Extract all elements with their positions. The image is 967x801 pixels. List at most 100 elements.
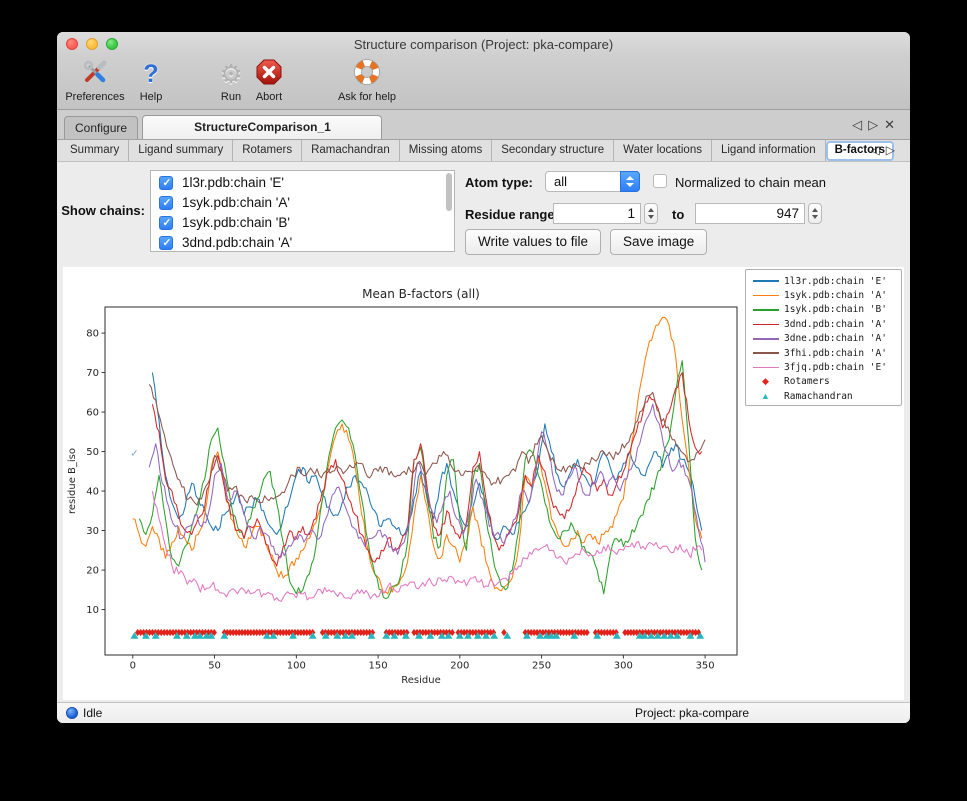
save-image-button[interactable]: Save image (610, 229, 708, 255)
legend-label: 3dne.pdb:chain 'A' (784, 333, 887, 345)
minimize-window-button[interactable] (86, 38, 98, 50)
zoom-window-button[interactable] (106, 38, 118, 50)
tab-ligand-information[interactable]: Ligand information (712, 140, 826, 161)
plot-canvas: Mean B-factors (all) Residue residue B_iso… (63, 267, 904, 700)
chain-checkbox[interactable] (159, 236, 173, 250)
legend-item: 1l3r.pdb:chain 'E' (752, 274, 901, 288)
residue-range-label: Residue range: (465, 207, 559, 222)
crossed-tools-icon (65, 58, 125, 90)
tab-summary[interactable]: Summary (61, 140, 130, 161)
tab-configure[interactable]: Configure (64, 116, 139, 139)
atom-type-select[interactable]: all (545, 171, 640, 192)
svg-text:150: 150 (369, 661, 388, 672)
bfactor-controls: Show chains: 1l3r.pdb:chain 'E' 1syk.pdb… (57, 162, 910, 266)
range-to-input[interactable] (695, 203, 805, 224)
scrollbar[interactable] (445, 173, 453, 249)
close-window-button[interactable] (66, 38, 78, 50)
sub-tabbar: Summary Ligand summary Rotamers Ramachandra… (57, 140, 910, 162)
write-values-button[interactable]: Write values to file (465, 229, 602, 255)
status-indicator-icon (66, 707, 78, 719)
question-mark-icon: ? (143, 60, 159, 88)
tab-prev-icon[interactable]: ◁ (852, 117, 869, 132)
normalized-label: Normalized to chain mean (675, 175, 827, 190)
svg-text:30: 30 (86, 526, 99, 537)
tab-ligand-summary[interactable]: Ligand summary (129, 140, 234, 161)
list-item[interactable]: 1syk.pdb:chain 'B' (151, 213, 454, 233)
svg-text:40: 40 (86, 487, 99, 498)
tab-ramachandran[interactable]: Ramachandran (302, 140, 400, 161)
normalized-checkbox[interactable] (653, 174, 667, 188)
lifebuoy-icon (325, 58, 409, 90)
run-button[interactable]: ⚙ Run (211, 58, 251, 108)
legend-line-swatch (752, 352, 779, 354)
help-button[interactable]: ? Help (131, 58, 171, 108)
svg-text:0: 0 (130, 661, 136, 672)
list-item[interactable]: 1syk.pdb:chain 'A' (151, 193, 454, 213)
legend-label: 1syk.pdb:chain 'A' (784, 290, 887, 302)
bfactor-plot: Mean B-factors (all) Residue residue B_iso… (67, 287, 738, 686)
legend-item: ◆ Rotamers (752, 375, 901, 389)
project-label: Project: pka-compare (635, 706, 750, 720)
legend-line-swatch (752, 309, 779, 311)
ask-for-help-button[interactable]: Ask for help (325, 58, 409, 108)
window-title: Structure comparison (Project: pka-compa… (353, 37, 614, 52)
tab-water-locations[interactable]: Water locations (614, 140, 712, 161)
svg-text:10: 10 (86, 605, 99, 616)
chain-checkbox[interactable] (159, 216, 173, 230)
legend-label: 1syk.pdb:chain 'B' (784, 304, 887, 316)
svg-text:200: 200 (450, 661, 469, 672)
legend-item: 1syk.pdb:chain 'A' (752, 288, 901, 302)
legend-line-swatch (752, 323, 779, 326)
legend-item: 3dne.pdb:chain 'A' (752, 332, 901, 346)
legend-item: 1syk.pdb:chain 'B' (752, 303, 901, 317)
legend-item: ▲ Ramachandran (752, 389, 901, 403)
tab-navigation: ◁▷✕ (852, 117, 901, 133)
list-item[interactable]: 1l3r.pdb:chain 'E' (151, 173, 454, 193)
main-tabbar: Configure StructureComparison_1 ◁▷✕ (57, 110, 910, 140)
range-from-stepper[interactable] (644, 203, 658, 224)
legend-line-swatch (752, 337, 779, 340)
legend-label: Ramachandran (784, 390, 853, 402)
titlebar[interactable]: Structure comparison (Project: pka-compa… (57, 32, 910, 56)
tab-next-icon[interactable]: ▷ (868, 117, 885, 132)
tab-secondary-structure[interactable]: Secondary structure (492, 140, 615, 161)
preferences-button[interactable]: Preferences (65, 58, 125, 108)
svg-text:250: 250 (532, 661, 551, 672)
tab-missing-atoms[interactable]: Missing atoms (400, 140, 493, 161)
legend-label: 3fjq.pdb:chain 'E' (784, 362, 887, 374)
status-text: Idle (83, 706, 103, 720)
chain-list[interactable]: 1l3r.pdb:chain 'E' 1syk.pdb:chain 'A' 1s… (150, 170, 455, 252)
legend-line-swatch (752, 294, 779, 297)
svg-text:✓: ✓ (130, 449, 138, 460)
subtab-navigation: ◁▷ (871, 143, 901, 157)
tab-rotamers[interactable]: Rotamers (233, 140, 303, 161)
legend-item: 3dnd.pdb:chain 'A' (752, 317, 901, 331)
scrollbar-thumb[interactable] (446, 173, 452, 211)
subtab-next-icon[interactable]: ▷ (885, 143, 901, 157)
chain-checkbox[interactable] (159, 196, 173, 210)
svg-text:Mean B-factors (all): Mean B-factors (all) (362, 287, 480, 301)
atom-type-value: all (554, 174, 568, 189)
app-window: Structure comparison (Project: pka-compa… (57, 32, 910, 723)
traffic-lights (66, 38, 118, 50)
octagon-x-icon (247, 58, 291, 90)
svg-text:300: 300 (614, 661, 633, 672)
tab-b-factors[interactable]: B-factors (825, 141, 895, 161)
toolbar: Preferences ? Help ⚙ Run (57, 56, 910, 110)
abort-button[interactable]: Abort (247, 58, 291, 108)
range-from-input[interactable] (553, 203, 641, 224)
list-item[interactable]: 3dnd.pdb:chain 'A' (151, 233, 454, 251)
range-to-stepper[interactable] (808, 203, 822, 224)
tab-close-icon[interactable]: ✕ (884, 117, 901, 132)
plot-legend: 1l3r.pdb:chain 'E' 1syk.pdb:chain 'A' 1syk… (745, 269, 902, 406)
legend-label: 3dnd.pdb:chain 'A' (784, 318, 887, 330)
legend-diamond-icon: ◆ (762, 376, 769, 387)
svg-text:residue B_iso: residue B_iso (67, 448, 78, 514)
legend-line-swatch (752, 280, 779, 282)
plot-panel: Mean B-factors (all) Residue residue B_iso… (57, 266, 910, 702)
chain-checkbox[interactable] (159, 176, 173, 190)
svg-text:20: 20 (86, 566, 99, 577)
subtab-prev-icon[interactable]: ◁ (870, 143, 886, 157)
tab-structurecomparison-1[interactable]: StructureComparison_1 (142, 115, 383, 139)
